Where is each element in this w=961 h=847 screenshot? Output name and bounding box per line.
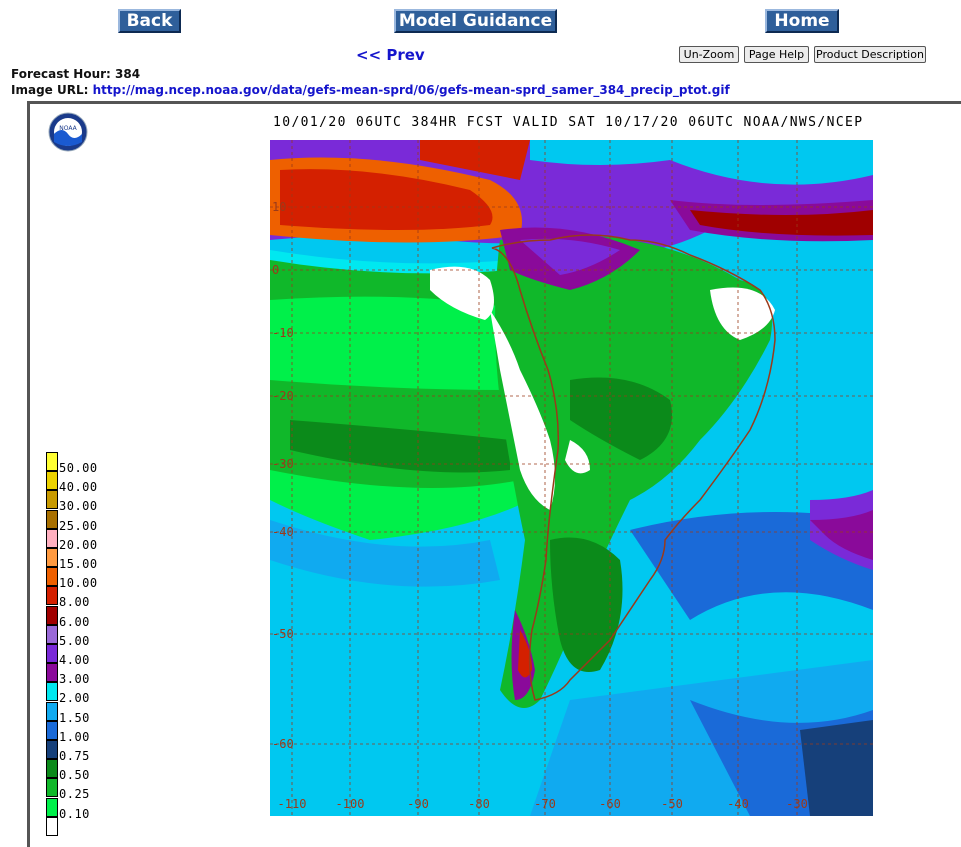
forecast-hour-value: 384 — [115, 67, 141, 81]
precip-map[interactable]: 10 0 -10 -20 -30 -40 -50 -60 -110 -100 -90 -80 -70 -6… — [270, 140, 873, 816]
legend-swatch — [46, 720, 58, 740]
unzoom-button[interactable]: Un-Zoom — [679, 46, 739, 63]
map-grid: 10 0 -10 -20 -30 -40 -50 -60 -110 -100 -90 -80 -70 -6… — [270, 140, 873, 816]
legend-label: 4.00 — [59, 653, 90, 667]
lon-label: -60 — [599, 797, 621, 811]
image-url-link[interactable]: http://mag.ncep.noaa.gov/data/gefs-mean-… — [92, 83, 730, 97]
legend-swatch — [46, 797, 58, 817]
lon-label: -40 — [727, 797, 749, 811]
field-darkgreen-pacific — [290, 420, 510, 473]
lon-label: -80 — [468, 797, 490, 811]
coastline — [491, 234, 776, 701]
legend-swatch — [46, 509, 58, 529]
legend-swatch — [46, 605, 58, 625]
legend-label: 6.00 — [59, 614, 90, 629]
field-purple-andes — [520, 238, 620, 275]
legend-label: 30.00 — [59, 499, 98, 514]
legend-swatch — [46, 701, 58, 721]
legend-label: 5.00 — [59, 633, 90, 648]
lon-label: -110 — [278, 797, 307, 811]
legend-label: 25.00 — [59, 518, 98, 533]
legend-swatch — [46, 682, 58, 702]
back-button[interactable]: Back — [118, 9, 181, 33]
prev-link[interactable]: << Prev — [356, 46, 425, 64]
field-white-interior — [565, 440, 590, 474]
lat-label: -10 — [272, 326, 294, 340]
legend-swatch — [46, 759, 58, 779]
legend-label: 0.75 — [59, 749, 90, 763]
forecast-hour-label: Forecast Hour: — [11, 67, 111, 81]
forecast-hour: Forecast Hour: 384 — [11, 67, 140, 81]
map-title: 10/01/20 06UTC 384HR FCST VALID SAT 10/1… — [273, 115, 864, 130]
page-help-button[interactable]: Page Help — [744, 46, 809, 63]
legend-swatch — [46, 586, 58, 606]
lon-label: -90 — [407, 797, 429, 811]
lat-label: 0 — [272, 263, 279, 277]
legend-label: 3.00 — [59, 672, 90, 687]
lat-label: -40 — [272, 525, 294, 539]
legend-label: 40.00 — [59, 480, 98, 495]
field-darkred-caribbean — [690, 210, 873, 236]
noaa-logo-text: NOAA — [59, 125, 77, 132]
image-url: Image URL: http://mag.ncep.noaa.gov/data… — [11, 83, 730, 97]
field-blue-pacific — [270, 520, 500, 587]
legend-swatch — [46, 528, 58, 548]
lon-label: -100 — [336, 797, 365, 811]
lon-label: -50 — [661, 797, 683, 811]
lat-label: -20 — [272, 389, 294, 403]
noaa-logo: NOAA — [48, 112, 88, 152]
legend-swatch — [46, 663, 58, 683]
legend-label: 0.10 — [59, 806, 90, 821]
field-darkgreen-patagonia — [550, 537, 623, 672]
legend-label: 15.00 — [59, 557, 98, 571]
field-white-coast — [490, 310, 555, 510]
legend-swatch — [46, 490, 58, 510]
legend-swatch — [46, 471, 58, 491]
lat-label: -50 — [272, 627, 294, 641]
legend-label: 2.00 — [59, 691, 90, 706]
lat-label: 10 — [272, 200, 286, 214]
lat-label: -60 — [272, 737, 294, 751]
image-url-label: Image URL: — [11, 83, 89, 97]
field-navy-se — [800, 720, 873, 816]
model-guidance-button[interactable]: Model Guidance — [394, 9, 557, 33]
legend-swatch — [46, 816, 58, 836]
legend-label: 10.00 — [59, 576, 98, 591]
field-white-pacific — [430, 266, 494, 320]
legend-swatch — [46, 452, 58, 471]
legend-swatch — [46, 740, 58, 759]
legend-label: 1.00 — [59, 729, 90, 744]
legend-swatch — [46, 567, 58, 587]
field-red-top — [280, 169, 493, 230]
field-red-chile — [518, 630, 532, 678]
legend-label: 8.00 — [59, 595, 90, 610]
legend-label: 20.00 — [59, 537, 98, 552]
legend-label: 0.25 — [59, 787, 90, 802]
lon-label: -30 — [786, 797, 808, 811]
field-red-top-2 — [420, 140, 530, 180]
legend-label: 1.50 — [59, 710, 90, 725]
home-button[interactable]: Home — [765, 9, 839, 33]
field-darkgreen-interior — [570, 377, 672, 460]
field-white-brazil — [710, 287, 775, 340]
product-description-button[interactable]: Product Description — [814, 46, 926, 63]
legend-label: 50.00 — [59, 461, 98, 475]
lon-label: -70 — [534, 797, 556, 811]
legend-swatch — [46, 624, 58, 644]
field-cyan-top — [530, 140, 873, 185]
legend-swatch — [46, 644, 58, 663]
legend-swatch — [46, 778, 58, 798]
field-violet-atlantic — [810, 510, 873, 560]
legend-swatch — [46, 548, 58, 567]
lat-label: -30 — [272, 457, 294, 471]
legend-label: 0.50 — [59, 768, 90, 783]
